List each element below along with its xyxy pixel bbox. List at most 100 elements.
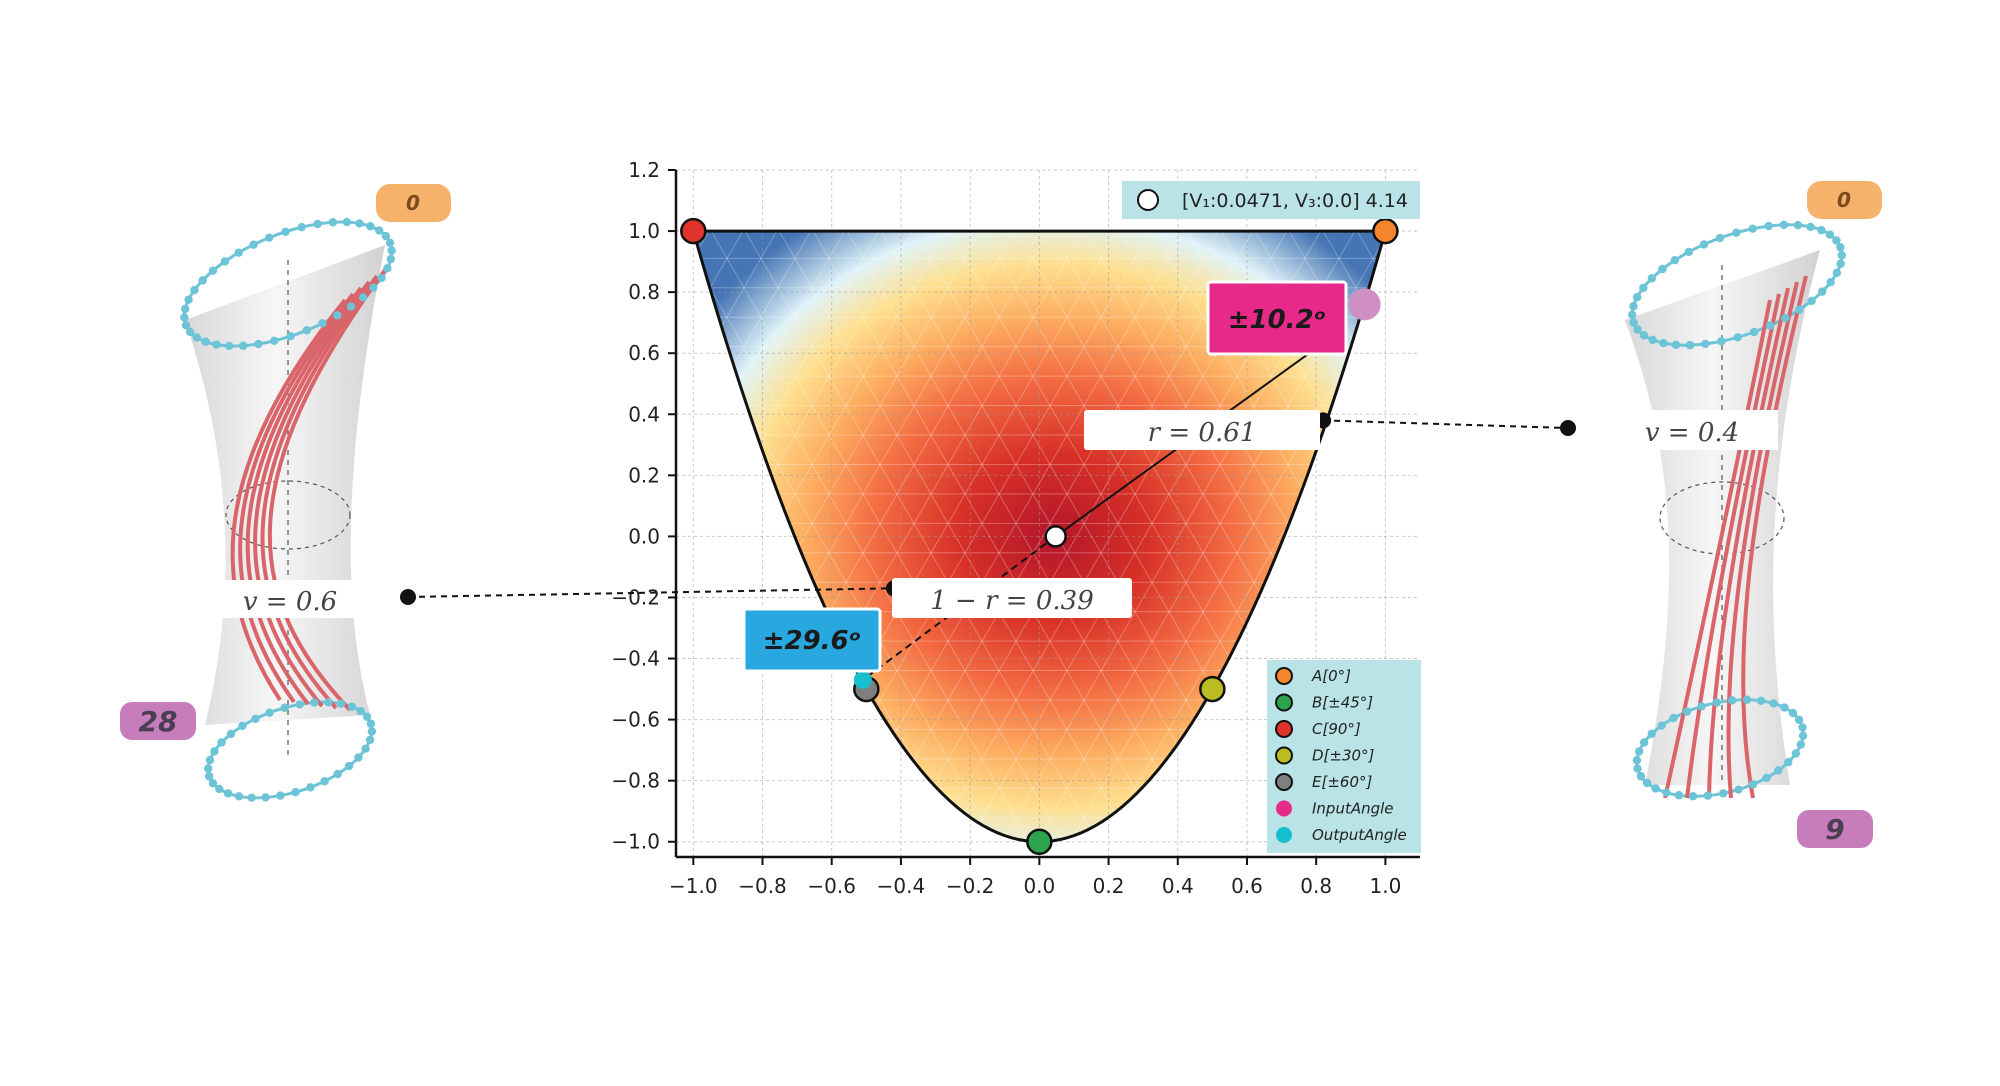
ring-dot xyxy=(1793,220,1803,230)
ring-dot xyxy=(1647,729,1656,738)
fiber xyxy=(245,286,363,706)
ring-dot xyxy=(190,285,199,295)
mesh-line xyxy=(1866,170,2000,857)
one-minus-r-label-box: 1 − r = 0.39 xyxy=(892,578,1132,618)
marker-a xyxy=(1372,217,1399,245)
legend-label: D[±30°] xyxy=(1312,747,1375,765)
ring-dot xyxy=(383,264,392,273)
ring-dot xyxy=(1633,764,1642,773)
right-ring-dots xyxy=(1628,220,1846,801)
mesh-line xyxy=(1968,170,2000,857)
ring-dot xyxy=(1769,699,1778,708)
ring-dot xyxy=(385,238,395,247)
ring-dot xyxy=(1703,791,1713,800)
current-point-readout-text: [V₁:0.0471, V₃:0.0] 4.14 xyxy=(1182,190,1408,212)
ring-dot xyxy=(1781,313,1790,323)
y-tick-label: −0.4 xyxy=(611,647,660,671)
ring-dot xyxy=(251,714,260,723)
ring-dot xyxy=(1765,321,1775,330)
mesh-line xyxy=(693,231,779,842)
ring-dot xyxy=(212,340,221,349)
left-ring-dots xyxy=(180,217,396,802)
fiber xyxy=(1741,275,1808,799)
legend-swatch xyxy=(1275,773,1293,791)
x-tick-label: −0.8 xyxy=(738,874,787,898)
x-tick-label: −0.2 xyxy=(946,874,995,898)
ring-dot xyxy=(354,753,363,762)
axes xyxy=(668,169,1420,865)
ring-dot xyxy=(1639,283,1648,293)
marker-outputangle xyxy=(853,670,872,689)
mesh-line xyxy=(0,170,98,857)
legend-swatch xyxy=(1276,827,1292,843)
mesh-line xyxy=(0,170,154,857)
ring-dot xyxy=(355,219,364,228)
mesh-line xyxy=(1027,231,1386,842)
y-tick-labels: 1.2 1.0 0.8 0.6 0.4 0.2 0.0 −0.2 −0.4 −0.6 −0.8 −1.… xyxy=(611,158,660,854)
ring-dot xyxy=(318,319,327,328)
left-v-label-text: v = 0.6 xyxy=(243,587,337,617)
ring-dot xyxy=(313,219,322,229)
right-waist-ring xyxy=(1659,481,1785,555)
ring-dot xyxy=(328,218,337,227)
fiber xyxy=(1685,293,1781,799)
ring-dot xyxy=(358,293,368,302)
ring-dot xyxy=(281,227,290,236)
ring-dot xyxy=(1685,340,1695,350)
left-v-label: v = 0.6 xyxy=(218,580,368,618)
legend-swatch xyxy=(1276,800,1292,817)
ring-dot xyxy=(1756,696,1766,705)
ring-dot xyxy=(377,273,386,283)
ring-dot xyxy=(1807,296,1816,306)
left-bottom-badge: 28 xyxy=(120,702,196,740)
ring-dot xyxy=(1636,772,1646,781)
mesh-line xyxy=(0,170,132,857)
y-tick-label: −1.0 xyxy=(611,830,660,854)
ring-dot xyxy=(1791,749,1801,758)
ring-dot xyxy=(265,708,274,717)
ring-dot xyxy=(344,761,354,771)
ring-dot xyxy=(1674,791,1684,800)
mesh-line xyxy=(845,231,1243,842)
legend-label: A[0°] xyxy=(1311,667,1351,685)
ring-dot xyxy=(1671,340,1681,350)
ring-dot xyxy=(1732,228,1741,237)
ring-dot xyxy=(1647,274,1657,283)
right-bottom-badge-text: 9 xyxy=(1825,813,1844,846)
ring-dot xyxy=(1699,240,1709,249)
ring-dot xyxy=(333,769,342,779)
mesh-line xyxy=(0,170,86,857)
ring-dot xyxy=(247,793,256,802)
ring-dot xyxy=(356,706,365,716)
mesh-line xyxy=(0,170,166,857)
ring-dot xyxy=(280,703,289,713)
fiber xyxy=(1726,281,1799,799)
ring-dot xyxy=(1836,259,1845,268)
ring-dot xyxy=(1682,707,1692,716)
ring-dot xyxy=(362,712,372,722)
current-point-marker xyxy=(1044,525,1067,548)
ring-dot xyxy=(369,283,378,292)
ring-dot xyxy=(1734,785,1743,794)
ring-dot xyxy=(1642,778,1652,788)
fiber xyxy=(1707,287,1790,799)
ring-dot xyxy=(1659,338,1668,348)
ring-dot xyxy=(1717,337,1726,346)
x-tick-label: −0.6 xyxy=(807,874,856,898)
legend-label: InputAngle xyxy=(1312,800,1394,818)
ring-dot xyxy=(1748,224,1757,233)
right-fibers xyxy=(1663,275,1808,799)
r-label-box: r = 0.61 xyxy=(1084,410,1320,450)
ring-dot xyxy=(1836,243,1845,252)
ring-dot xyxy=(217,738,226,747)
fiber xyxy=(253,280,371,708)
ring-dot xyxy=(375,226,384,235)
x-tick-label: 0.0 xyxy=(1023,874,1055,898)
mesh-line xyxy=(1900,170,2000,857)
mesh-line xyxy=(693,231,813,842)
ring-dot xyxy=(1762,773,1771,783)
ring-dot xyxy=(386,254,395,264)
ring-dot xyxy=(1633,325,1642,334)
mesh-line xyxy=(693,231,745,842)
mesh-line xyxy=(0,170,30,857)
